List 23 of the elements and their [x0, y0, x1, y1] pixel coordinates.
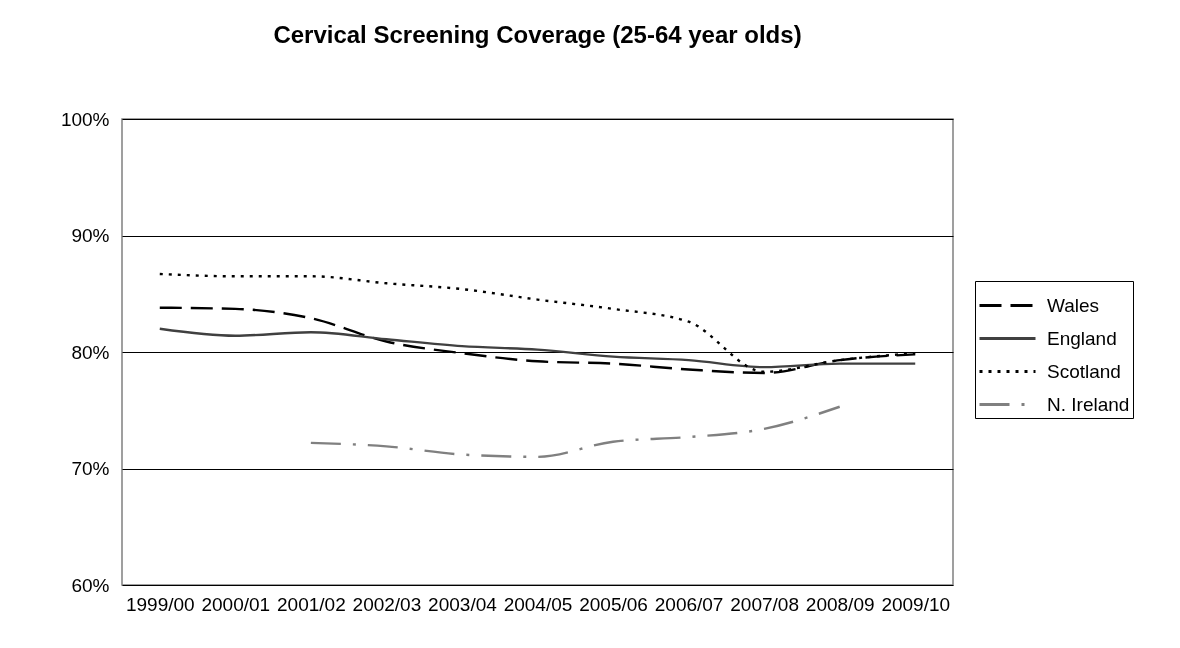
x-tick-label: 2006/07 — [654, 593, 724, 615]
y-tick-label: 100% — [60, 108, 110, 130]
y-tick-label: 80% — [71, 341, 110, 363]
chart-title: Cervical Screening Coverage (25-64 year olds) — [273, 21, 802, 48]
x-tick-label: 2003/04 — [428, 593, 498, 615]
x-tick-label: 1999/00 — [125, 593, 195, 615]
line-series — [158, 327, 917, 369]
x-tick-label: 2007/08 — [730, 593, 799, 615]
y-tick-label: 70% — [71, 458, 110, 479]
legend-label: N. Ireland — [1047, 393, 1130, 415]
x-tick-label: 2000/01 — [201, 593, 271, 615]
x-tick-label: 2009/10 — [881, 593, 951, 615]
legend-label: Scotland — [1047, 360, 1121, 382]
legend-label: England — [1047, 327, 1117, 349]
x-tick-label: 2005/06 — [579, 593, 648, 615]
x-tick-label: 2008/09 — [805, 593, 875, 615]
legend-label: Wales — [1047, 294, 1100, 316]
line-series — [309, 405, 841, 459]
y-tick-label: 90% — [71, 225, 110, 246]
x-tick-label: 2002/03 — [352, 593, 422, 615]
x-tick-label: 2004/05 — [503, 593, 573, 615]
x-tick-label: 2001/02 — [277, 593, 346, 615]
y-tick-label: 60% — [71, 574, 110, 596]
